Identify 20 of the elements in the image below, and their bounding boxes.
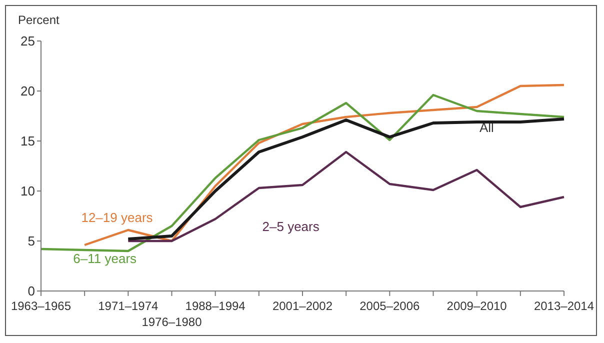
y-axis-title: Percent xyxy=(18,13,60,27)
series-label: 12–19 years xyxy=(81,210,154,225)
x-tick-label: 2013–2014 xyxy=(534,299,594,313)
line-series xyxy=(83,84,566,246)
text: 2–5 years xyxy=(262,219,320,234)
x-tick-label: 2009–2010 xyxy=(446,299,508,313)
x-tick-label: 2001–2002 xyxy=(272,299,333,313)
y-tick-label: 0 xyxy=(28,284,35,299)
series-label: 6–11 years xyxy=(73,251,138,266)
y-tick-label: 15 xyxy=(20,134,35,149)
x-tick-label: 2005–2006 xyxy=(360,299,420,313)
x-tick-label: 1963–1965 xyxy=(10,299,72,313)
y-tick-label: 5 xyxy=(28,234,35,249)
y-tick-label: 20 xyxy=(20,84,35,99)
x-tick-label: 1988–1994 xyxy=(185,299,246,313)
line-series xyxy=(40,94,566,252)
x-tick-label: 1971–1974 xyxy=(98,299,159,313)
y-tick-label: 25 xyxy=(20,34,35,49)
x-tick-label: 1976–1980 xyxy=(142,315,202,329)
y-tick-label: 10 xyxy=(20,184,35,199)
